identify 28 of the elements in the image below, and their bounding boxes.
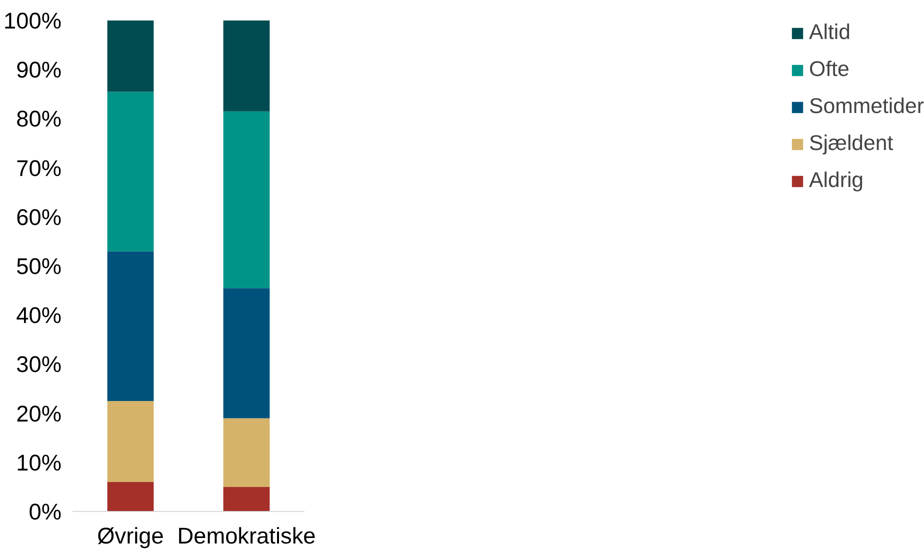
- x-tick-label: Demokratiske: [177, 522, 316, 548]
- bar: [223, 111, 270, 288]
- y-tick-label: 60%: [16, 204, 62, 230]
- bar: [223, 20, 270, 112]
- legend-label: Sjældent: [809, 131, 894, 156]
- bar: [107, 20, 154, 92]
- y-tick-label: 50%: [16, 253, 62, 279]
- y-tick-label: 0%: [28, 498, 62, 524]
- y-tick-label: 30%: [16, 351, 62, 378]
- y-tick-label: 90%: [16, 56, 62, 83]
- legend-label: Aldrig: [809, 168, 864, 193]
- bar: [107, 482, 154, 512]
- bar: [107, 251, 154, 402]
- y-tick-label: 80%: [16, 106, 62, 132]
- legend-label: Sommetider: [809, 94, 924, 119]
- bar: [223, 288, 270, 418]
- bar: [223, 418, 270, 487]
- y-tick-label: 100%: [4, 8, 62, 34]
- y-tick-label: 20%: [16, 400, 62, 426]
- y-tick-label: 10%: [16, 449, 62, 476]
- bar: [223, 486, 270, 512]
- legend-label: Ofte: [809, 57, 850, 82]
- bar: [107, 401, 154, 482]
- y-tick-label: 40%: [16, 302, 62, 328]
- legend-label: Altid: [809, 20, 851, 45]
- bar: [107, 92, 154, 252]
- y-tick-label: 70%: [16, 154, 62, 181]
- x-tick-label: Øvrige: [97, 522, 164, 548]
